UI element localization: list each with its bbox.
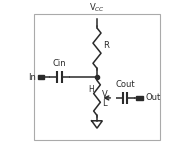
- Text: V: V: [102, 90, 108, 99]
- Bar: [136, 96, 143, 100]
- Text: In: In: [29, 73, 36, 82]
- Text: Out: Out: [146, 93, 161, 102]
- Text: H: H: [89, 85, 94, 94]
- Text: Cin: Cin: [53, 59, 66, 68]
- Text: V$_{CC}$: V$_{CC}$: [89, 1, 105, 14]
- Bar: [38, 75, 44, 79]
- Text: R: R: [103, 41, 109, 50]
- Text: L: L: [102, 99, 107, 108]
- FancyBboxPatch shape: [34, 14, 160, 140]
- Text: Cout: Cout: [115, 79, 135, 88]
